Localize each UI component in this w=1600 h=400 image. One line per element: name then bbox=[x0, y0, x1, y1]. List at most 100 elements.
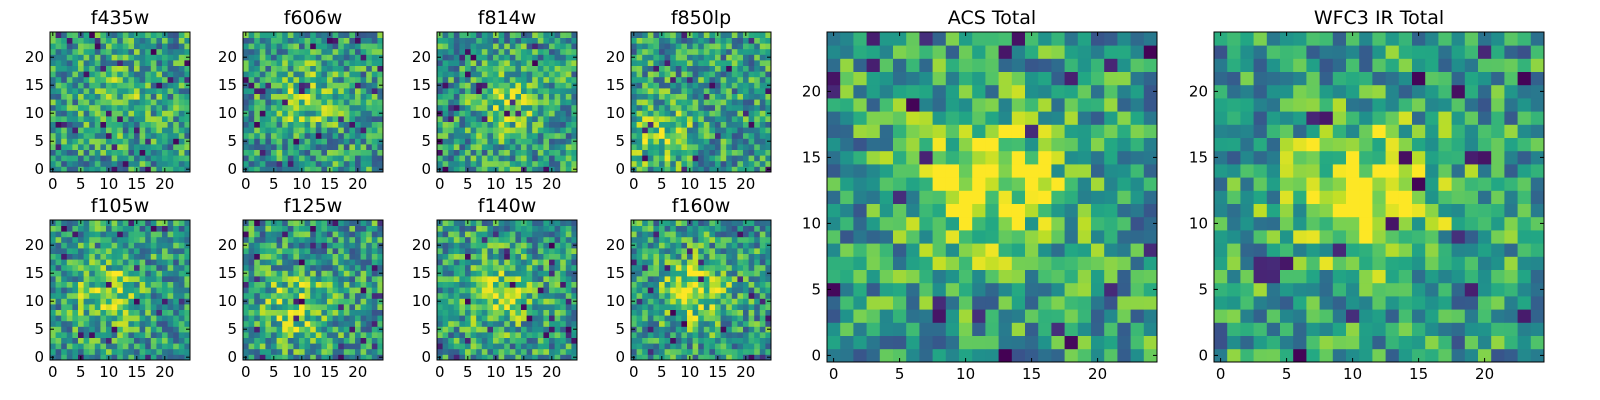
heatmap-cell bbox=[698, 65, 705, 72]
heatmap-cell bbox=[100, 248, 107, 254]
heatmap-cell bbox=[659, 82, 665, 89]
heatmap-cell bbox=[178, 276, 185, 282]
heatmap-cell bbox=[476, 166, 483, 173]
heatmap-cell bbox=[748, 348, 755, 355]
heatmap-cell bbox=[61, 304, 68, 310]
heatmap-cell bbox=[94, 332, 101, 338]
heatmap-cell bbox=[89, 93, 96, 100]
heatmap-cell bbox=[377, 76, 384, 83]
heatmap-cell bbox=[715, 93, 721, 100]
heatmap-cell bbox=[122, 76, 129, 83]
heatmap-cell bbox=[173, 48, 180, 55]
heatmap-cell bbox=[276, 259, 283, 266]
heatmap-cell bbox=[571, 253, 578, 260]
heatmap-cell bbox=[377, 332, 384, 338]
heatmap-cell bbox=[377, 43, 384, 50]
heatmap-cell bbox=[321, 225, 328, 232]
heatmap-cell bbox=[642, 354, 649, 361]
heatmap-cell bbox=[66, 160, 73, 167]
heatmap-cell bbox=[543, 264, 550, 271]
heatmap-cell bbox=[731, 332, 738, 338]
heatmap-cell bbox=[173, 259, 180, 266]
heatmap-cell bbox=[310, 160, 317, 167]
heatmap-cell bbox=[509, 337, 516, 344]
heatmap-cell bbox=[299, 43, 305, 50]
heatmap-cell bbox=[549, 270, 555, 277]
heatmap-cell bbox=[78, 264, 84, 271]
heatmap-cell bbox=[254, 82, 261, 89]
heatmap-cell bbox=[276, 127, 283, 134]
heatmap-cell bbox=[442, 48, 449, 55]
heatmap-cell bbox=[476, 110, 483, 117]
heatmap-cell bbox=[72, 71, 79, 78]
heatmap-cell bbox=[178, 343, 185, 350]
heatmap-cell bbox=[526, 309, 533, 316]
heatmap-cell bbox=[282, 121, 289, 128]
heatmap-cell bbox=[437, 292, 443, 299]
heatmap-cell bbox=[265, 220, 272, 226]
heatmap-cell bbox=[377, 65, 384, 72]
heatmap-cell bbox=[293, 155, 300, 162]
heatmap-cell bbox=[349, 309, 356, 316]
heatmap-cell bbox=[94, 138, 101, 145]
heatmap-cell bbox=[332, 99, 339, 106]
heatmap-cell bbox=[549, 320, 555, 327]
heatmap-cell bbox=[549, 43, 555, 50]
heatmap-cell bbox=[128, 88, 135, 94]
heatmap-cell bbox=[310, 48, 317, 55]
heatmap-cell bbox=[343, 332, 350, 338]
heatmap-cell bbox=[128, 343, 135, 350]
heatmap-cell bbox=[703, 160, 710, 167]
heatmap-cell bbox=[315, 37, 322, 44]
heatmap-cell bbox=[515, 121, 522, 128]
heatmap-cell bbox=[243, 248, 249, 254]
heatmap-cell bbox=[178, 332, 185, 338]
heatmap-cell bbox=[470, 231, 477, 238]
heatmap-cell bbox=[543, 248, 550, 254]
heatmap-cell bbox=[184, 121, 191, 128]
heatmap-cell bbox=[748, 32, 755, 38]
heatmap-cell bbox=[304, 76, 311, 83]
heatmap-cell bbox=[343, 281, 350, 288]
heatmap-cell bbox=[371, 320, 378, 327]
heatmap-cell bbox=[122, 354, 129, 361]
heatmap-cell bbox=[173, 242, 180, 249]
heatmap-cell bbox=[304, 155, 311, 162]
heatmap-cell bbox=[549, 54, 555, 61]
heatmap-cell bbox=[509, 155, 516, 162]
heatmap-cell bbox=[653, 292, 660, 299]
heatmap-cell bbox=[94, 88, 101, 94]
heatmap-cell bbox=[642, 60, 649, 66]
heatmap-cell bbox=[487, 71, 494, 78]
heatmap-cell bbox=[287, 54, 294, 61]
heatmap-cell bbox=[715, 138, 721, 145]
heatmap-cell bbox=[765, 149, 772, 156]
heatmap-cell bbox=[72, 110, 79, 117]
heatmap-cell bbox=[526, 160, 533, 167]
heatmap-cell bbox=[437, 264, 443, 271]
heatmap-cell bbox=[243, 149, 249, 156]
heatmap-cell bbox=[371, 264, 378, 271]
heatmap-cell bbox=[692, 65, 699, 72]
heatmap-cell bbox=[498, 248, 505, 254]
heatmap-cell bbox=[703, 82, 710, 89]
heatmap-cell bbox=[493, 259, 499, 266]
heatmap-cell bbox=[653, 149, 660, 156]
heatmap-cell bbox=[731, 155, 738, 162]
heatmap-cell bbox=[537, 149, 544, 156]
heatmap-cell bbox=[526, 99, 533, 106]
heatmap-cell bbox=[265, 292, 272, 299]
heatmap-cell bbox=[349, 248, 356, 254]
heatmap-cell bbox=[737, 281, 744, 288]
heatmap-cell bbox=[554, 253, 561, 260]
heatmap-cell bbox=[343, 54, 350, 61]
heatmap-cell bbox=[459, 298, 466, 305]
heatmap-cell bbox=[66, 225, 73, 232]
heatmap-cell bbox=[681, 76, 688, 83]
heatmap-cell bbox=[554, 93, 561, 100]
heatmap-cell bbox=[571, 104, 578, 111]
heatmap-cell bbox=[106, 138, 112, 145]
heatmap-cell bbox=[66, 166, 73, 173]
heatmap-cell bbox=[343, 110, 350, 117]
heatmap-cell bbox=[754, 88, 761, 94]
